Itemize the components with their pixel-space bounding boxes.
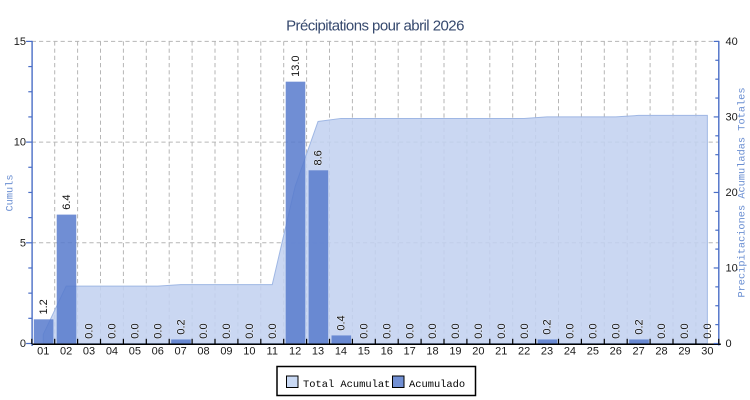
svg-text:17: 17 (404, 346, 416, 358)
svg-text:10: 10 (14, 137, 26, 149)
svg-text:0.0: 0.0 (221, 323, 233, 338)
svg-text:0.0: 0.0 (679, 323, 691, 338)
svg-text:07: 07 (175, 346, 187, 358)
svg-text:03: 03 (83, 346, 95, 358)
svg-text:0.0: 0.0 (450, 323, 462, 338)
svg-text:Acumulado: Acumulado (409, 379, 465, 391)
svg-text:24: 24 (564, 346, 576, 358)
svg-text:30: 30 (726, 112, 738, 124)
svg-text:0.0: 0.0 (244, 323, 256, 338)
svg-text:28: 28 (655, 346, 667, 358)
svg-text:0.0: 0.0 (358, 323, 370, 338)
svg-text:0.0: 0.0 (656, 323, 668, 338)
svg-text:21: 21 (495, 346, 507, 358)
svg-text:29: 29 (678, 346, 690, 358)
svg-text:0: 0 (20, 338, 26, 350)
svg-text:0.0: 0.0 (152, 323, 164, 338)
svg-text:12: 12 (289, 346, 301, 358)
svg-text:15: 15 (14, 36, 26, 48)
svg-text:09: 09 (220, 346, 232, 358)
svg-text:0.0: 0.0 (198, 323, 210, 338)
svg-text:20: 20 (472, 346, 484, 358)
svg-text:08: 08 (197, 346, 209, 358)
svg-text:40: 40 (726, 36, 738, 48)
svg-text:8.6: 8.6 (313, 150, 325, 165)
svg-text:0.0: 0.0 (107, 323, 119, 338)
svg-text:Total Acumulat: Total Acumulat (303, 379, 390, 391)
svg-text:Cumuls: Cumuls (5, 174, 17, 211)
svg-text:0.0: 0.0 (587, 323, 599, 338)
svg-text:15: 15 (358, 346, 370, 358)
svg-text:0.4: 0.4 (336, 315, 348, 330)
svg-text:0.0: 0.0 (702, 323, 714, 338)
svg-text:30: 30 (701, 346, 713, 358)
svg-text:Précipitations pour abril 2026: Précipitations pour abril 2026 (286, 18, 464, 35)
svg-text:05: 05 (129, 346, 141, 358)
svg-text:10: 10 (726, 263, 738, 275)
svg-text:0.0: 0.0 (496, 323, 508, 338)
svg-text:23: 23 (541, 346, 553, 358)
svg-text:20: 20 (726, 187, 738, 199)
svg-text:01: 01 (37, 346, 49, 358)
svg-text:13: 13 (312, 346, 324, 358)
svg-text:27: 27 (633, 346, 645, 358)
svg-text:Precipitaciones Acumuladas Tot: Precipitaciones Acumuladas Totales (737, 87, 749, 297)
svg-text:0: 0 (726, 338, 732, 350)
svg-text:0.2: 0.2 (542, 319, 554, 334)
svg-text:18: 18 (426, 346, 438, 358)
svg-text:14: 14 (335, 346, 347, 358)
svg-text:0.2: 0.2 (175, 319, 187, 334)
svg-text:26: 26 (610, 346, 622, 358)
svg-text:19: 19 (449, 346, 461, 358)
svg-text:0.0: 0.0 (381, 323, 393, 338)
svg-text:6.4: 6.4 (61, 195, 73, 210)
svg-text:0.0: 0.0 (129, 323, 141, 338)
svg-text:0.0: 0.0 (519, 323, 531, 338)
svg-text:0.0: 0.0 (610, 323, 622, 338)
svg-text:0.2: 0.2 (633, 319, 645, 334)
svg-text:0.0: 0.0 (473, 323, 485, 338)
svg-text:25: 25 (587, 346, 599, 358)
svg-text:13.0: 13.0 (290, 55, 302, 76)
svg-text:1.2: 1.2 (38, 299, 50, 314)
svg-text:0.0: 0.0 (565, 323, 577, 338)
svg-text:02: 02 (60, 346, 72, 358)
svg-text:0.0: 0.0 (404, 323, 416, 338)
svg-text:06: 06 (152, 346, 164, 358)
svg-text:22: 22 (518, 346, 530, 358)
svg-text:0.0: 0.0 (84, 323, 96, 338)
svg-text:11: 11 (267, 346, 278, 358)
svg-text:5: 5 (20, 237, 26, 249)
svg-text:04: 04 (106, 346, 118, 358)
svg-text:16: 16 (381, 346, 393, 358)
svg-text:0.0: 0.0 (427, 323, 439, 338)
svg-text:0.0: 0.0 (267, 323, 279, 338)
svg-text:10: 10 (243, 346, 255, 358)
